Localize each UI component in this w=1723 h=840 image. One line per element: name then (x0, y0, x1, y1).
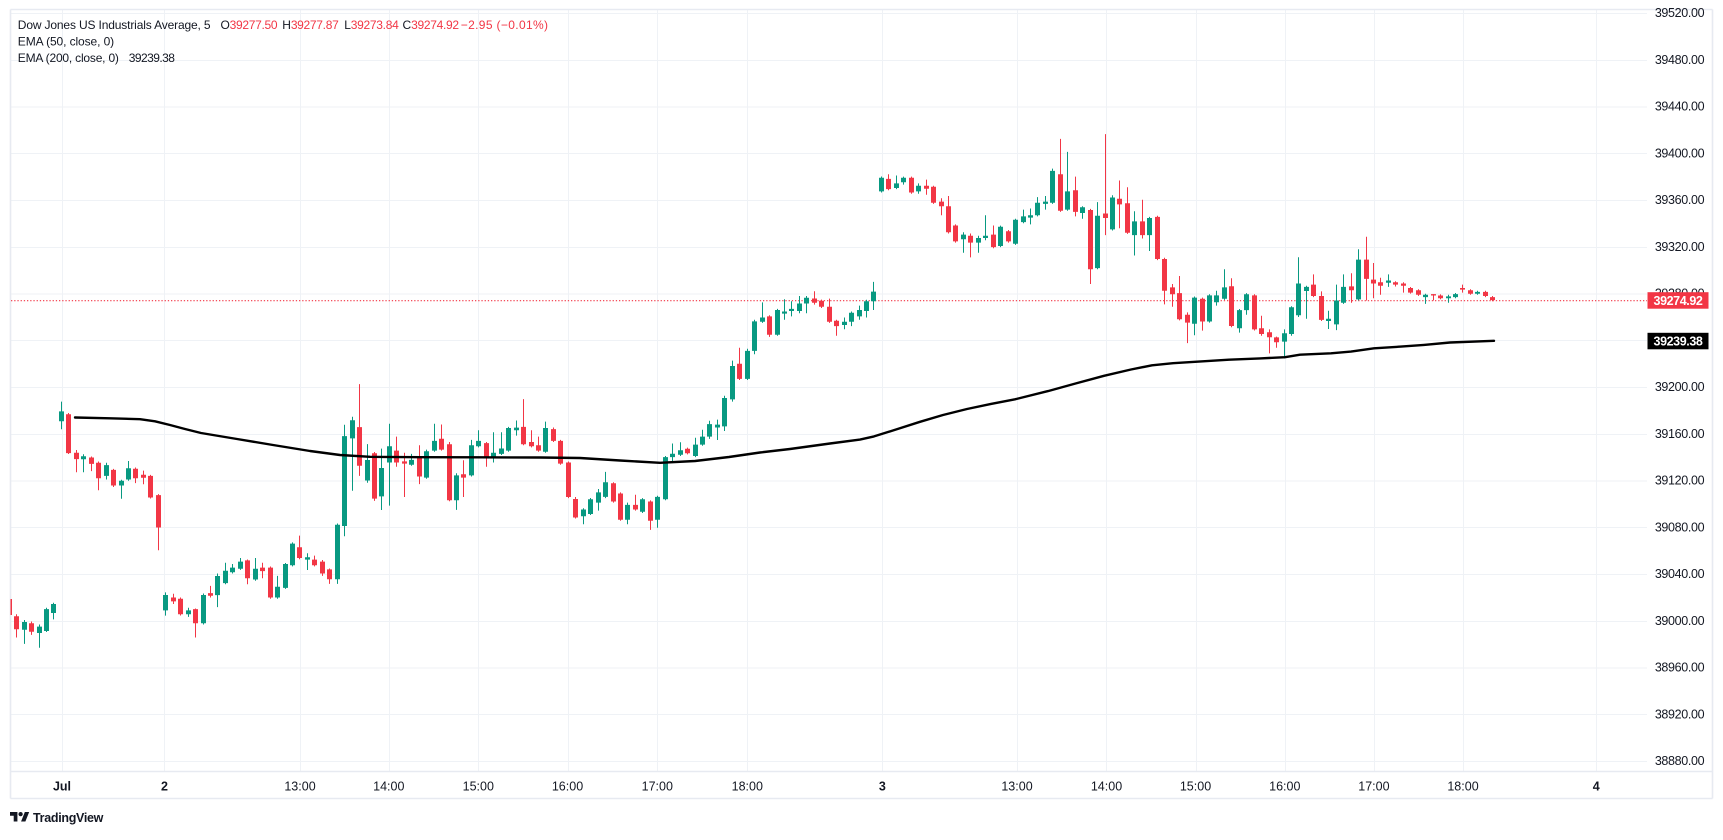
svg-text:39400.00: 39400.00 (1655, 146, 1705, 160)
svg-text:39000.00: 39000.00 (1655, 614, 1705, 628)
svg-text:4: 4 (1593, 779, 1600, 793)
svg-text:38880.00: 38880.00 (1655, 754, 1705, 768)
svg-text:EMA (50, close, 0): EMA (50, close, 0) (18, 34, 114, 48)
svg-text:38960.00: 38960.00 (1655, 661, 1705, 675)
svg-text:15:00: 15:00 (1180, 779, 1211, 793)
svg-text:18:00: 18:00 (1447, 779, 1478, 793)
svg-text:39080.00: 39080.00 (1655, 521, 1705, 535)
svg-text:TradingView: TradingView (33, 811, 104, 825)
svg-text:16:00: 16:00 (552, 779, 583, 793)
svg-text:18:00: 18:00 (732, 779, 763, 793)
svg-text:3: 3 (879, 779, 886, 793)
svg-text:EMA (200, close, 0)39239.38: EMA (200, close, 0) 39239.38 (18, 51, 175, 65)
svg-text:39200.00: 39200.00 (1655, 380, 1705, 394)
svg-text:39480.00: 39480.00 (1655, 53, 1705, 67)
svg-text:14:00: 14:00 (373, 779, 404, 793)
svg-text:14:00: 14:00 (1091, 779, 1122, 793)
svg-text:13:00: 13:00 (284, 779, 315, 793)
svg-text:17:00: 17:00 (642, 779, 673, 793)
svg-text:39320.00: 39320.00 (1655, 240, 1705, 254)
svg-text:13:00: 13:00 (1001, 779, 1032, 793)
svg-text:15:00: 15:00 (463, 779, 494, 793)
svg-text:39160.00: 39160.00 (1655, 427, 1705, 441)
svg-text:39440.00: 39440.00 (1655, 100, 1705, 114)
svg-text:38920.00: 38920.00 (1655, 708, 1705, 722)
svg-text:17:00: 17:00 (1358, 779, 1389, 793)
svg-text:39239.38: 39239.38 (1654, 335, 1703, 349)
svg-text:Dow Jones US Industrials Avera: Dow Jones US Industrials Average, 5 O3927… (18, 18, 549, 32)
svg-text:39520.00: 39520.00 (1655, 6, 1705, 20)
svg-text:39040.00: 39040.00 (1655, 567, 1705, 581)
svg-text:39120.00: 39120.00 (1655, 474, 1705, 488)
svg-text:16:00: 16:00 (1269, 779, 1300, 793)
svg-text:39274.92: 39274.92 (1654, 294, 1703, 308)
svg-text:39360.00: 39360.00 (1655, 193, 1705, 207)
svg-text:Jul: Jul (53, 779, 71, 793)
svg-text:2: 2 (161, 779, 168, 793)
